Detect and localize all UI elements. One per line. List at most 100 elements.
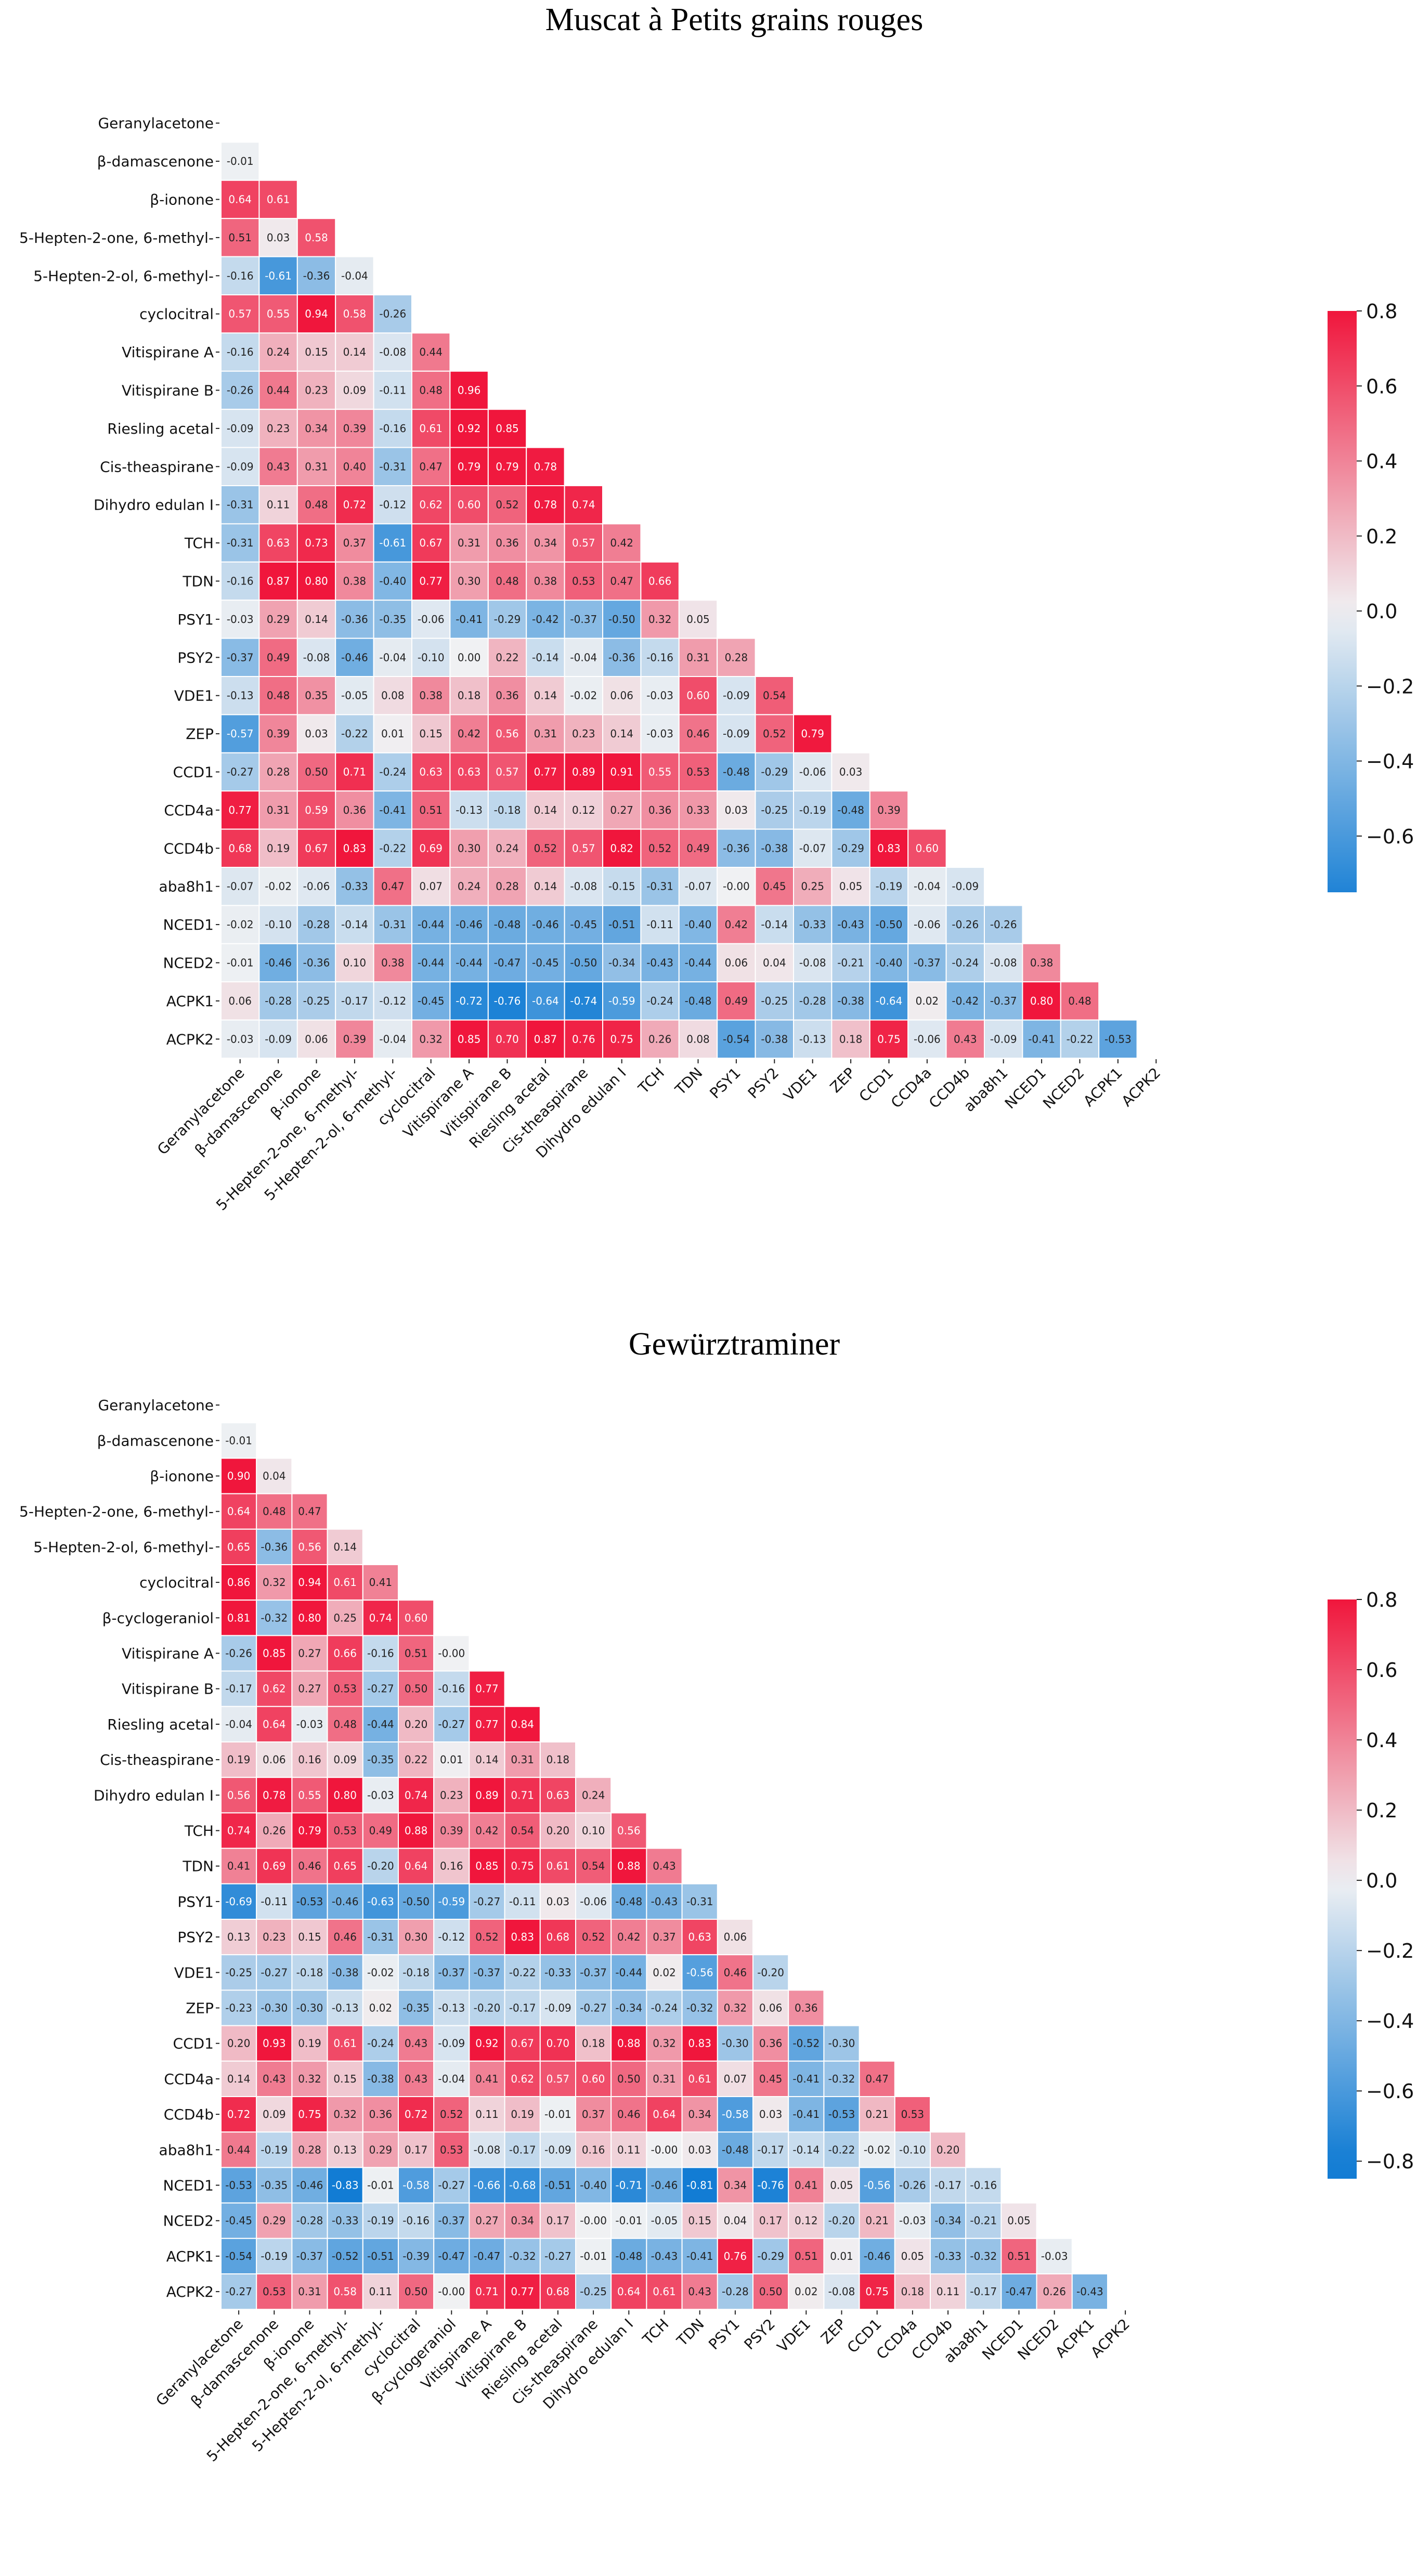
heatmap-cell: [965, 2202, 1002, 2239]
cell-value-label: -0.46: [296, 2179, 323, 2192]
heatmap-cell: [575, 2273, 612, 2310]
cell-value-label: 0.19: [298, 2037, 321, 2050]
cell-value-label: 0.51: [1007, 2250, 1031, 2262]
cell-value-label: 0.78: [534, 499, 557, 511]
cell-value-label: 0.70: [496, 1033, 519, 1045]
heatmap-cell: [869, 867, 909, 906]
heatmap-cell: [984, 943, 1023, 983]
heatmap-cell: [717, 943, 756, 983]
cell-value-label: 0.41: [475, 2073, 499, 2085]
cell-value-label: 0.74: [405, 1789, 428, 1801]
cell-value-label: 0.63: [547, 1789, 570, 1801]
cell-value-label: 0.36: [648, 804, 672, 816]
row-label: CCD4a: [164, 2071, 214, 2088]
cell-value-label: -0.30: [261, 2002, 288, 2014]
heatmap-cell: [220, 409, 260, 448]
row-label: PSY1: [177, 1893, 214, 1910]
cell-value-label: 0.18: [582, 2037, 605, 2050]
cell-value-label: -0.43: [651, 1895, 678, 1908]
cell-value-label: 0.43: [405, 2037, 428, 2050]
cell-value-label: 0.26: [648, 1033, 672, 1045]
heatmap-cell: [1036, 2237, 1073, 2274]
row-label: CCD4a: [164, 802, 214, 819]
cell-value-label: 0.12: [795, 2215, 818, 2227]
heatmap-cell: [646, 2131, 683, 2168]
cell-value-label: 0.31: [686, 651, 710, 663]
cell-value-label: 0.53: [333, 1825, 357, 1837]
heatmap-cell: [610, 1989, 647, 2026]
heatmap-cell: [526, 905, 565, 944]
cell-value-label: 0.15: [333, 2073, 357, 2085]
cell-value-label: 0.29: [369, 2143, 393, 2156]
heatmap-cell: [362, 1599, 399, 1636]
row-label: Riesling acetal: [107, 420, 214, 437]
cell-value-label: -0.38: [761, 1033, 788, 1045]
cell-value-label: 0.28: [298, 2143, 321, 2156]
cell-value-label: 0.31: [305, 460, 328, 473]
cell-value-label: 0.14: [343, 346, 367, 358]
heatmap-cell: [602, 638, 642, 677]
heatmap-cell: [398, 1883, 435, 1920]
heatmap-cell: [335, 561, 374, 601]
heatmap-cell: [610, 2096, 647, 2133]
cell-value-label: -0.19: [876, 880, 903, 893]
cell-value-label: -0.12: [438, 1931, 465, 1943]
heatmap-cell: [1000, 2273, 1037, 2310]
heatmap-cell: [681, 1883, 718, 1920]
cell-value-label: 0.23: [572, 727, 595, 740]
cell-value-label: -0.03: [1041, 2250, 1068, 2262]
cell-value-label: 0.42: [725, 918, 748, 931]
cell-value-label: -0.08: [828, 2285, 855, 2298]
cell-value-label: -0.36: [303, 957, 330, 969]
cell-value-label: 0.35: [305, 689, 328, 702]
cell-value-label: 0.52: [496, 499, 519, 511]
heatmap-cell: [717, 2131, 754, 2168]
cell-value-label: -0.27: [225, 2285, 252, 2298]
heatmap-cell: [258, 790, 298, 830]
cell-value-label: -0.27: [544, 2250, 571, 2262]
heatmap-cell: [433, 1883, 470, 1920]
cell-value-label: 0.01: [440, 1753, 463, 1766]
cell-value-label: 0.26: [263, 1825, 286, 1837]
heatmap-cell: [504, 1812, 541, 1849]
cell-value-label: 0.12: [572, 804, 595, 816]
heatmap-cell: [859, 2096, 895, 2133]
cell-value-label: -0.19: [261, 2250, 288, 2262]
row-label: Vitispirane B: [122, 382, 214, 399]
cell-value-label: 0.92: [475, 2037, 499, 2050]
cell-value-label: -0.01: [227, 957, 254, 969]
cell-value-label: 0.83: [688, 2037, 711, 2050]
cell-value-label: 0.23: [440, 1789, 463, 1801]
heatmap-cell: [539, 2060, 577, 2098]
row-label: 5-Hepten-2-ol, 6-methyl-: [33, 267, 214, 284]
heatmap-cell: [869, 790, 909, 830]
heatmap-cell: [469, 1989, 505, 2026]
cell-value-label: 0.75: [511, 1860, 534, 1872]
cell-value-label: -0.48: [722, 2143, 749, 2156]
cell-value-label: -0.24: [651, 2002, 678, 2014]
cell-value-label: 0.41: [795, 2179, 818, 2192]
cell-value-label: 0.77: [475, 1718, 499, 1731]
cell-value-label: -0.24: [367, 2037, 394, 2050]
cell-value-label: -0.56: [864, 2179, 891, 2192]
cell-value-label: -0.28: [799, 995, 826, 1007]
cell-value-label: 0.51: [405, 1647, 428, 1660]
heatmap-cell: [398, 1741, 435, 1778]
cell-value-label: 0.02: [369, 2002, 393, 2014]
heatmap-cell: [487, 905, 527, 944]
cell-value-label: 0.34: [305, 422, 328, 435]
heatmap-cell: [602, 600, 642, 639]
heatmap-cell: [449, 981, 489, 1021]
heatmap-cell: [220, 179, 260, 219]
cell-value-label: -0.01: [615, 2215, 642, 2227]
heatmap-cell: [335, 523, 374, 563]
cell-value-label: 0.03: [759, 2108, 783, 2120]
heatmap-cell: [335, 600, 374, 639]
heatmap-cell: [575, 1883, 612, 1920]
heatmap-cell: [362, 1919, 399, 1956]
heatmap-cell: [335, 905, 374, 944]
heatmap-cell: [296, 943, 336, 983]
heatmap-cell: [793, 867, 833, 906]
cell-value-label: 0.89: [475, 1789, 499, 1801]
heatmap-cell: [433, 2167, 470, 2204]
